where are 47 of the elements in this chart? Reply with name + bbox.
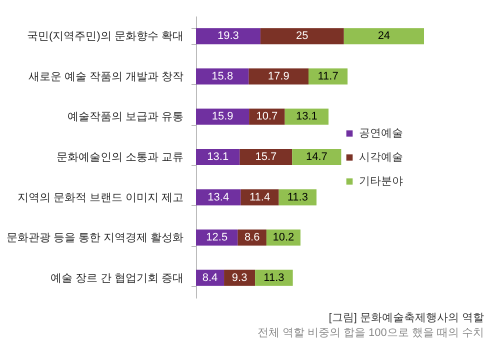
y-tick-label: 예술작품의 보급과 유통 <box>67 111 184 124</box>
bar <box>308 68 348 84</box>
bar <box>248 68 308 84</box>
data-label: 14.7 <box>306 151 328 163</box>
data-label: 11.3 <box>264 272 284 284</box>
data-label: 19.3 <box>218 30 239 42</box>
bar <box>196 68 249 84</box>
text: [그림] 문화예술축제행사의 역할 <box>328 312 484 324</box>
y-tick-label: 문화예술인의 소통과 교류 <box>56 152 184 164</box>
y-tick-label: 예술 장르 간 협업기회 증대 <box>50 272 184 284</box>
bar <box>278 189 317 206</box>
legend-label: 공연예술 <box>359 128 403 140</box>
data-label: 11.7 <box>318 70 338 82</box>
bar <box>196 28 260 44</box>
bar <box>240 189 279 206</box>
data-label: 15.8 <box>212 70 234 82</box>
bar <box>344 28 424 44</box>
data-label: 11.3 <box>287 191 308 204</box>
data-label: 17.9 <box>268 70 290 82</box>
y-tick-label: 국민(지역주민)의 문화향수 확대 <box>27 30 184 43</box>
data-label: 9.3 <box>232 272 248 284</box>
bar <box>249 108 285 125</box>
bar <box>284 108 329 125</box>
data-label: 25 <box>296 30 308 42</box>
bar <box>292 148 342 166</box>
data-label: 15.7 <box>255 151 277 163</box>
bar <box>240 148 292 166</box>
data-label: 11.4 <box>249 191 270 204</box>
bar <box>196 189 241 206</box>
y-tick-label: 문화관광 등을 통한 지역경제 활성화 <box>6 232 184 244</box>
bar <box>260 28 344 44</box>
data-label: 8.6 <box>244 232 260 244</box>
bar <box>196 108 250 125</box>
data-label: 13.4 <box>208 191 230 204</box>
data-label: 15.9 <box>212 110 234 123</box>
data-label: 8.4 <box>202 272 218 284</box>
data-label: 12.5 <box>206 232 228 244</box>
data-label: 10.2 <box>272 232 294 244</box>
y-tick-label: 지역의 문화적 브랜드 이미지 제고 <box>17 192 184 204</box>
data-label: 13.1 <box>207 151 229 163</box>
data-label: 13.1 <box>296 110 318 123</box>
data-label: 10.7 <box>256 110 278 123</box>
y-tick-label: 새로운 예술 작품의 개발과 창작 <box>28 70 184 83</box>
legend-label: 시각예술 <box>359 152 403 164</box>
legend-label: 기타분야 <box>359 176 403 188</box>
data-label: 24 <box>378 30 390 42</box>
text: 전체 역할 비중의 합을 100으로 했을 때의 수치 <box>257 327 484 339</box>
